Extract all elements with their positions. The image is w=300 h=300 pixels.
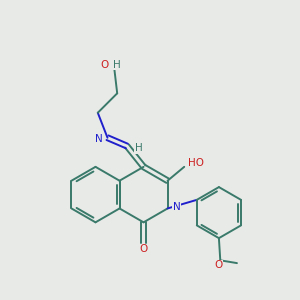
Text: HO: HO	[188, 158, 204, 168]
Text: H: H	[112, 60, 120, 70]
Text: N: N	[95, 134, 103, 144]
Text: O: O	[100, 60, 109, 70]
Text: O: O	[140, 244, 148, 254]
Text: O: O	[214, 260, 222, 270]
Text: H: H	[135, 143, 142, 153]
Text: N: N	[172, 202, 180, 212]
